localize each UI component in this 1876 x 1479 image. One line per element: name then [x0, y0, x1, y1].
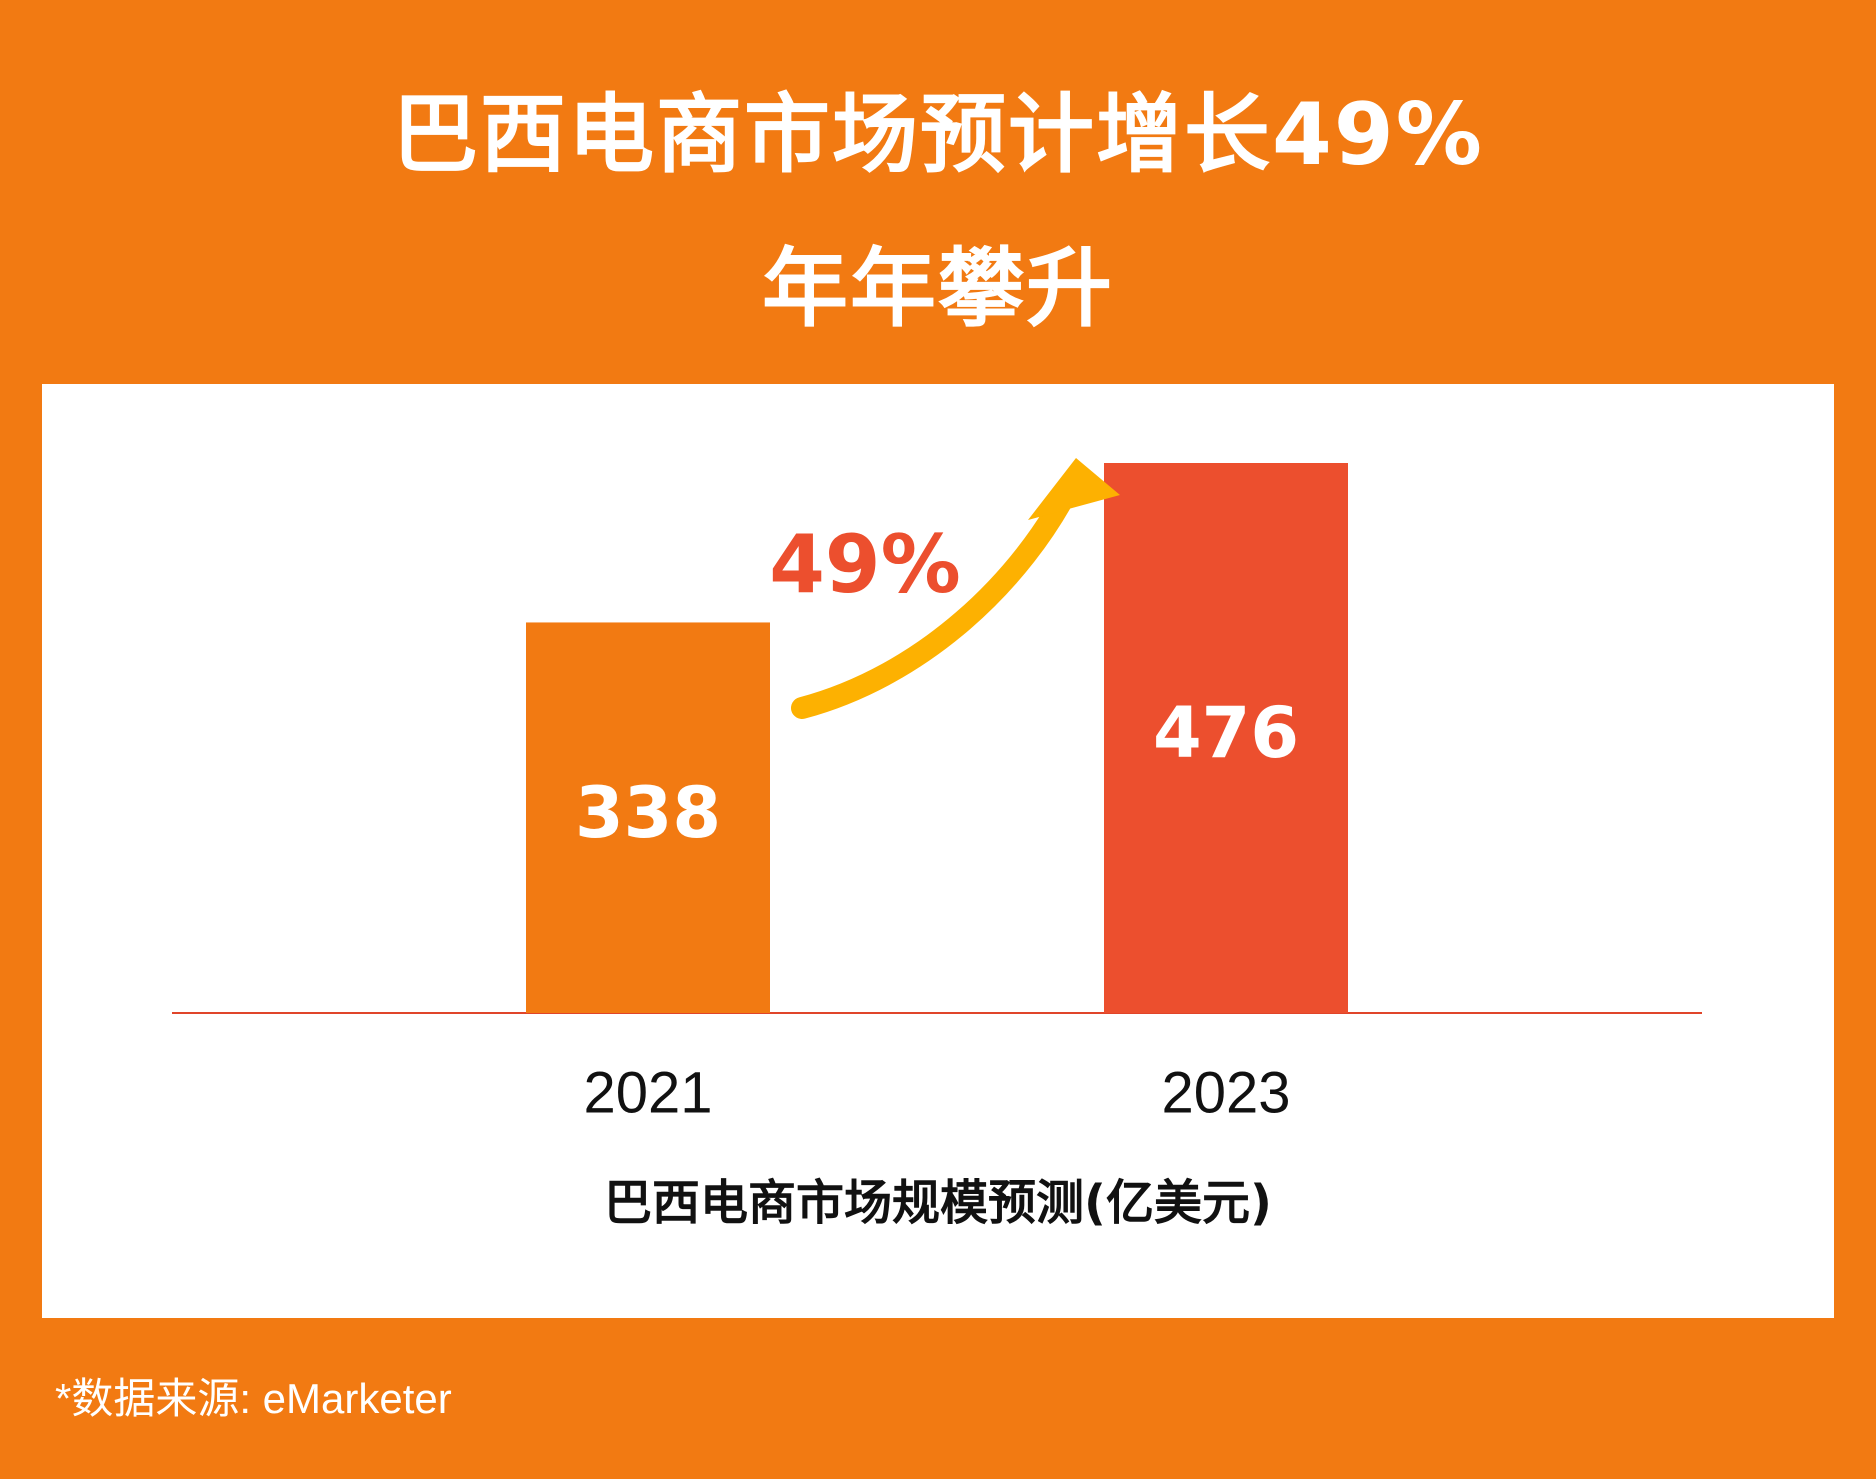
- x-tick-2021: 2021: [583, 1060, 712, 1125]
- title-line-2: 年年攀升: [762, 239, 1114, 339]
- bar-2023-value-label: 476: [1153, 692, 1299, 774]
- bar-chart: 338 476 2021 2023 49%: [172, 458, 1702, 1125]
- chart-caption: 巴西电商市场规模预测(亿美元): [604, 1175, 1272, 1231]
- data-source: *数据来源: eMarketer: [55, 1375, 452, 1422]
- chart-panel: 338 476 2021 2023 49% 巴西电商市场规模预测(亿美元): [42, 384, 1834, 1318]
- growth-percentage-label: 49%: [769, 518, 960, 611]
- bar-2021: [526, 622, 770, 1013]
- growth-arrow-head-icon: [1028, 458, 1120, 520]
- bar-2023: [1104, 463, 1348, 1013]
- growth-arrow-icon: [791, 471, 1083, 719]
- bar-2021-value-label: 338: [575, 772, 721, 854]
- title-line-1: 巴西电商市场预计增长49%: [392, 85, 1484, 185]
- x-tick-2023: 2023: [1161, 1060, 1290, 1125]
